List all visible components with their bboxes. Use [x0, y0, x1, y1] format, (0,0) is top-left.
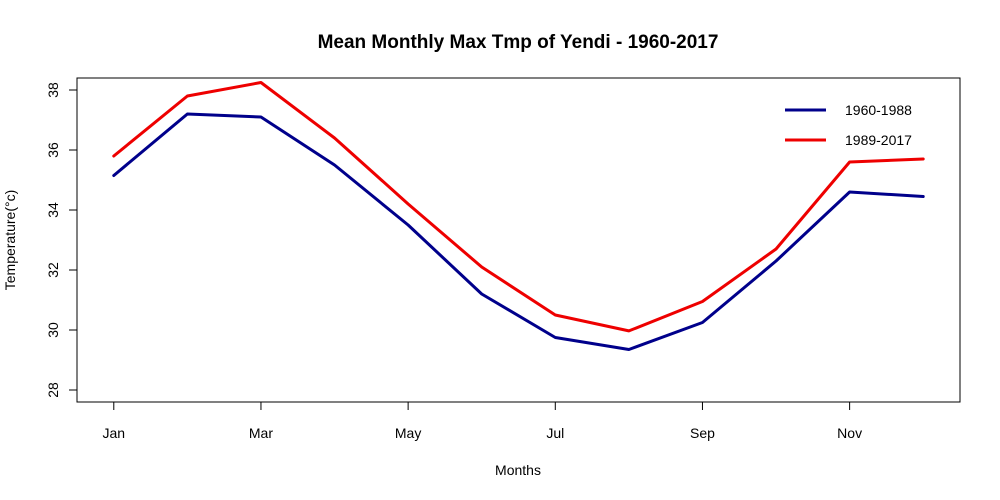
y-tick-label: 28 [45, 382, 61, 398]
x-axis-label: Months [495, 462, 541, 478]
y-tick-label: 30 [45, 322, 61, 338]
chart-title: Mean Monthly Max Tmp of Yendi - 1960-201… [318, 32, 719, 53]
plot-frame [76, 77, 961, 403]
y-axis-label: Temperature(°c) [2, 190, 18, 291]
y-tick-label: 36 [45, 142, 61, 158]
y-tick-label: 38 [45, 82, 61, 98]
legend-label: 1989-2017 [845, 132, 912, 148]
x-tick-label: May [395, 425, 421, 441]
x-tick-label: Sep [690, 425, 715, 441]
x-tick-label: Jul [546, 425, 564, 441]
x-tick-label: Mar [249, 425, 273, 441]
y-tick-label: 34 [45, 202, 61, 218]
y-tick-label: 32 [45, 262, 61, 278]
x-axis: Jan Mar May Jul Sep Nov [103, 401, 862, 441]
series-line-1960-1988 [112, 112, 925, 351]
y-axis: 28 30 32 34 36 38 [45, 82, 78, 398]
series-layer [112, 81, 925, 351]
legend: 1960-1988 1989-2017 [785, 102, 912, 148]
series-line-1989-2017 [112, 81, 925, 333]
legend-label: 1960-1988 [845, 102, 912, 118]
x-tick-label: Jan [103, 425, 126, 441]
x-tick-label: Nov [837, 425, 862, 441]
